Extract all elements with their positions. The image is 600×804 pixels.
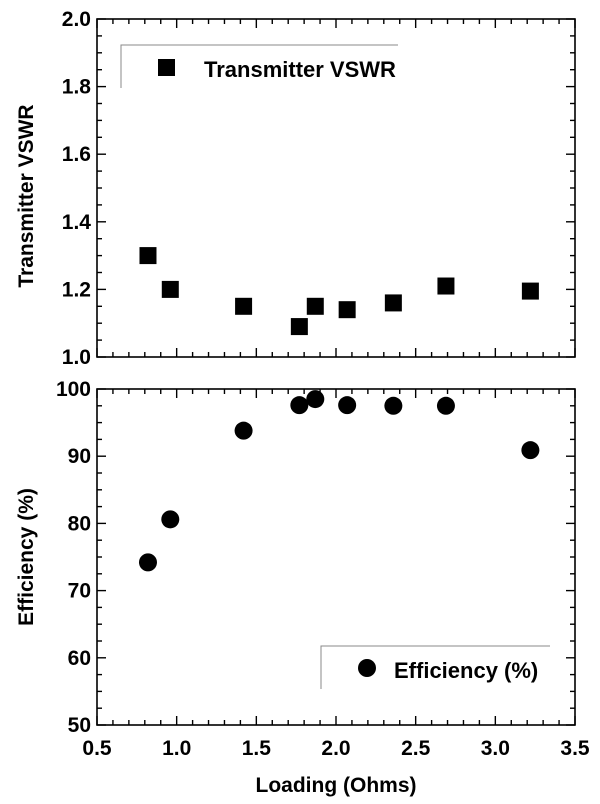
efficiency-panel: 50 60 70 80 90 100 0.5 1.0 1.5 2.0 2.5 3.0 3.5 Effi… — [15, 378, 590, 797]
vswr-y-tick-label: 1.8 — [62, 76, 92, 99]
x-tick-label: 1.0 — [162, 737, 191, 760]
x-tick-label: 3.0 — [481, 737, 510, 760]
x-tick-label: 3.5 — [560, 737, 590, 760]
vswr-point — [437, 277, 455, 295]
efficiency-y-tick-label: 80 — [68, 512, 91, 535]
efficiency-point — [306, 390, 325, 409]
vswr-panel: 1.0 1.2 1.4 1.6 1.8 2.0 Transmitter VSWR Tran… — [15, 8, 576, 369]
efficiency-point — [384, 396, 403, 415]
efficiency-data-points — [138, 390, 540, 572]
efficiency-legend-frame — [320, 645, 550, 689]
efficiency-y-tick-label: 60 — [68, 647, 91, 670]
vswr-point — [235, 297, 253, 315]
efficiency-legend-marker — [358, 659, 376, 677]
vswr-axis-ticks — [96, 18, 576, 358]
x-tick-label: 2.5 — [401, 737, 431, 760]
vswr-point — [521, 282, 539, 300]
vswr-legend-label: Transmitter VSWR — [204, 57, 396, 82]
vswr-y-tick-label: 2.0 — [62, 8, 91, 31]
vswr-legend-frame — [120, 44, 398, 88]
efficiency-legend: Efficiency (%) — [320, 645, 550, 689]
vswr-y-tick-label: 1.2 — [62, 278, 91, 301]
efficiency-point — [338, 396, 357, 415]
efficiency-y-tick-label: 70 — [68, 580, 91, 603]
vswr-point — [338, 301, 356, 319]
efficiency-point — [234, 421, 253, 440]
x-tick-label: 0.5 — [82, 737, 112, 760]
vswr-data-points — [139, 247, 539, 336]
efficiency-legend-label: Efficiency (%) — [394, 658, 538, 683]
x-axis-title: Loading (Ohms) — [256, 774, 417, 797]
efficiency-point — [161, 510, 180, 529]
vswr-legend-marker — [158, 59, 175, 76]
vswr-y-tick-labels: 1.0 1.2 1.4 1.6 1.8 2.0 — [62, 8, 92, 369]
efficiency-point — [521, 441, 540, 460]
efficiency-y-axis-title: Efficiency (%) — [15, 488, 38, 626]
vswr-y-tick-label: 1.4 — [62, 211, 92, 234]
vswr-y-tick-label: 1.0 — [62, 346, 91, 369]
efficiency-y-tick-label: 90 — [68, 445, 91, 468]
x-tick-label: 2.0 — [321, 737, 350, 760]
efficiency-point — [138, 553, 157, 572]
efficiency-y-tick-label: 100 — [56, 378, 91, 401]
vswr-y-tick-label: 1.6 — [62, 143, 91, 166]
efficiency-y-tick-labels: 50 60 70 80 90 100 — [56, 378, 91, 737]
vswr-point — [384, 294, 402, 312]
vswr-point — [290, 318, 308, 336]
efficiency-point — [436, 396, 455, 415]
x-tick-labels: 0.5 1.0 1.5 2.0 2.5 3.0 3.5 — [82, 737, 590, 760]
efficiency-point — [290, 396, 309, 415]
vswr-point — [139, 247, 157, 265]
vswr-point — [306, 297, 324, 315]
x-tick-label: 1.5 — [242, 737, 272, 760]
vswr-y-axis-title: Transmitter VSWR — [15, 104, 38, 287]
efficiency-y-tick-label: 50 — [68, 714, 91, 737]
vswr-point — [161, 280, 179, 298]
efficiency-axis-ticks — [96, 388, 576, 726]
vswr-legend: Transmitter VSWR — [120, 44, 398, 88]
